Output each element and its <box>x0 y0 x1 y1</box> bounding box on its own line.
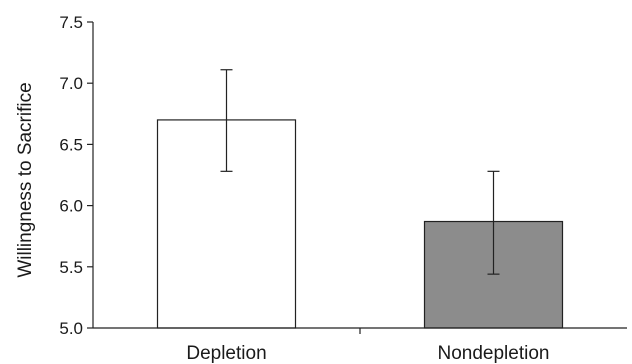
error-bars <box>220 69 500 275</box>
x-category-label: Depletion <box>186 343 266 364</box>
y-tick-label: 5.5 <box>59 258 83 277</box>
y-tick-label: 7.0 <box>59 74 83 93</box>
y-axis-title: Willingness to Sacrifice <box>15 82 36 277</box>
y-axis-ticks: 5.0 5.5 6.0 6.5 7.0 7.5 <box>59 13 93 338</box>
y-tick-label: 6.0 <box>59 197 83 216</box>
y-tick-label: 5.0 <box>59 319 83 338</box>
y-tick-label: 7.5 <box>59 13 83 32</box>
bars <box>156 119 564 329</box>
x-axis-categories: Depletion Nondepletion <box>186 328 549 364</box>
y-tick-label: 6.5 <box>59 135 83 154</box>
x-category-label: Nondepletion <box>438 343 550 364</box>
